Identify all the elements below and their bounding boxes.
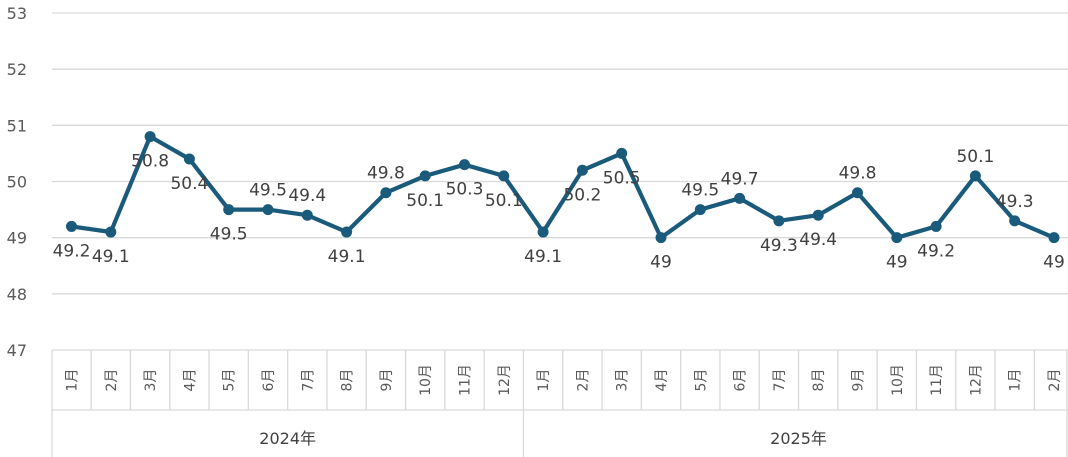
data-point (1048, 232, 1060, 244)
x-tick-label: 10月 (418, 364, 434, 396)
y-tick-label: 48 (7, 285, 27, 304)
data-label: 49.5 (249, 181, 287, 201)
y-tick-label: 50 (7, 173, 27, 192)
data-label: 49.1 (328, 247, 366, 267)
x-tick-label: 1月 (536, 369, 552, 392)
data-label: 49 (1043, 253, 1065, 273)
data-label: 50.1 (485, 191, 523, 211)
data-point (419, 170, 431, 182)
x-tick-label: 2月 (104, 369, 120, 392)
data-point (930, 220, 942, 232)
data-point (105, 226, 117, 238)
data-label: 50.1 (956, 147, 994, 167)
x-tick-label: 3月 (615, 369, 631, 392)
data-label: 50.4 (170, 174, 208, 194)
y-tick-label: 47 (7, 341, 27, 360)
data-label: 49.5 (210, 225, 248, 245)
x-tick-label: 4月 (654, 369, 670, 392)
x-tick-label: 12月 (968, 364, 984, 396)
x-tick-label: 9月 (851, 369, 867, 392)
y-tick-label: 51 (7, 116, 27, 135)
data-label: 50.1 (406, 191, 444, 211)
data-label: 50.3 (446, 180, 484, 200)
x-tick-label: 9月 (379, 369, 395, 392)
data-point (498, 170, 510, 182)
x-tick-label: 3月 (143, 369, 159, 392)
data-label: 49 (650, 253, 672, 273)
data-point (144, 131, 156, 143)
data-label: 49.4 (799, 230, 837, 250)
data-point (459, 159, 470, 171)
data-label: 49.8 (839, 164, 877, 184)
data-label: 49.4 (288, 186, 326, 206)
data-label: 50.5 (603, 168, 641, 188)
data-point (812, 209, 824, 221)
data-point (734, 192, 746, 204)
data-point (694, 204, 706, 216)
data-point (969, 170, 981, 182)
x-tick-label: 11月 (929, 364, 945, 396)
x-tick-label: 2月 (575, 369, 591, 392)
data-point (773, 215, 785, 227)
y-tick-label: 52 (7, 60, 27, 79)
group-label: 2025年 (770, 429, 827, 448)
x-tick-label: 6月 (261, 369, 277, 392)
x-tick-label: 8月 (811, 369, 827, 392)
data-label: 49.3 (760, 236, 798, 256)
x-tick-label: 10月 (890, 364, 906, 396)
x-tick-label: 1月 (1008, 369, 1024, 392)
x-tick-label: 12月 (497, 364, 513, 396)
data-label: 49.1 (524, 247, 562, 267)
data-point (616, 147, 628, 159)
data-point (183, 153, 195, 165)
data-point (576, 164, 588, 176)
series-line (69, 134, 1057, 240)
data-label: 50.2 (563, 185, 601, 205)
data-label: 49.2 (53, 241, 91, 261)
x-tick-label: 5月 (693, 369, 709, 392)
data-label: 49.1 (92, 247, 130, 267)
x-tick-label: 7月 (300, 369, 316, 392)
data-point (301, 209, 313, 221)
data-point (852, 187, 863, 199)
data-point (380, 187, 392, 199)
data-label: 50.8 (131, 152, 169, 172)
x-tick-label: 11月 (458, 364, 474, 396)
x-tick-label: 6月 (733, 369, 749, 392)
x-tick-label: 7月 (772, 369, 788, 392)
data-point (655, 232, 667, 244)
data-point (223, 204, 235, 216)
y-tick-label: 53 (7, 4, 27, 23)
y-tick-label: 49 (7, 229, 27, 248)
data-label: 49.8 (367, 164, 405, 184)
group-label: 2024年 (259, 429, 316, 448)
data-point (537, 226, 549, 238)
data-point (1009, 215, 1021, 227)
x-tick-label: 8月 (340, 369, 356, 392)
x-tick-label: 5月 (222, 369, 238, 392)
data-label: 49.3 (996, 192, 1034, 212)
data-label: 49 (886, 253, 908, 273)
data-point (66, 220, 77, 232)
data-point (262, 204, 274, 216)
data-label: 49.2 (917, 241, 955, 261)
data-label: 49.7 (721, 169, 759, 189)
x-tick-label: 4月 (182, 369, 198, 392)
data-label: 49.5 (681, 181, 719, 201)
x-tick-label: 2月 (1047, 369, 1063, 392)
data-point (341, 226, 353, 238)
x-tick-label: 1月 (65, 369, 81, 392)
data-point (891, 232, 903, 244)
